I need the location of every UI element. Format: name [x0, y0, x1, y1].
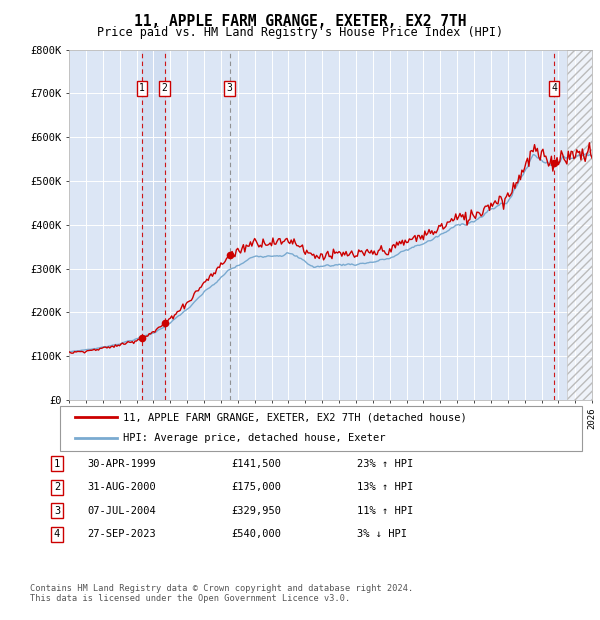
- Text: £329,950: £329,950: [231, 506, 281, 516]
- Text: 11, APPLE FARM GRANGE, EXETER, EX2 7TH (detached house): 11, APPLE FARM GRANGE, EXETER, EX2 7TH (…: [123, 412, 467, 422]
- Text: 11, APPLE FARM GRANGE, EXETER, EX2 7TH: 11, APPLE FARM GRANGE, EXETER, EX2 7TH: [134, 14, 466, 29]
- Bar: [142, 50, 164, 400]
- Text: 31-AUG-2000: 31-AUG-2000: [87, 482, 156, 492]
- Text: 1: 1: [54, 459, 60, 469]
- Text: £141,500: £141,500: [231, 459, 281, 469]
- Text: 3% ↓ HPI: 3% ↓ HPI: [357, 529, 407, 539]
- Text: 07-JUL-2004: 07-JUL-2004: [87, 506, 156, 516]
- Text: 3: 3: [54, 506, 60, 516]
- Text: 3: 3: [227, 83, 233, 93]
- Text: 23% ↑ HPI: 23% ↑ HPI: [357, 459, 413, 469]
- Text: 11% ↑ HPI: 11% ↑ HPI: [357, 506, 413, 516]
- Text: Contains HM Land Registry data © Crown copyright and database right 2024.
This d: Contains HM Land Registry data © Crown c…: [30, 584, 413, 603]
- Text: 4: 4: [551, 83, 557, 93]
- Text: 30-APR-1999: 30-APR-1999: [87, 459, 156, 469]
- Text: 2: 2: [54, 482, 60, 492]
- Text: £540,000: £540,000: [231, 529, 281, 539]
- Text: 1: 1: [139, 83, 145, 93]
- Text: 2: 2: [162, 83, 167, 93]
- Text: 27-SEP-2023: 27-SEP-2023: [87, 529, 156, 539]
- Text: 13% ↑ HPI: 13% ↑ HPI: [357, 482, 413, 492]
- Text: Price paid vs. HM Land Registry's House Price Index (HPI): Price paid vs. HM Land Registry's House …: [97, 26, 503, 39]
- Text: £175,000: £175,000: [231, 482, 281, 492]
- Text: 4: 4: [54, 529, 60, 539]
- Text: HPI: Average price, detached house, Exeter: HPI: Average price, detached house, Exet…: [123, 433, 386, 443]
